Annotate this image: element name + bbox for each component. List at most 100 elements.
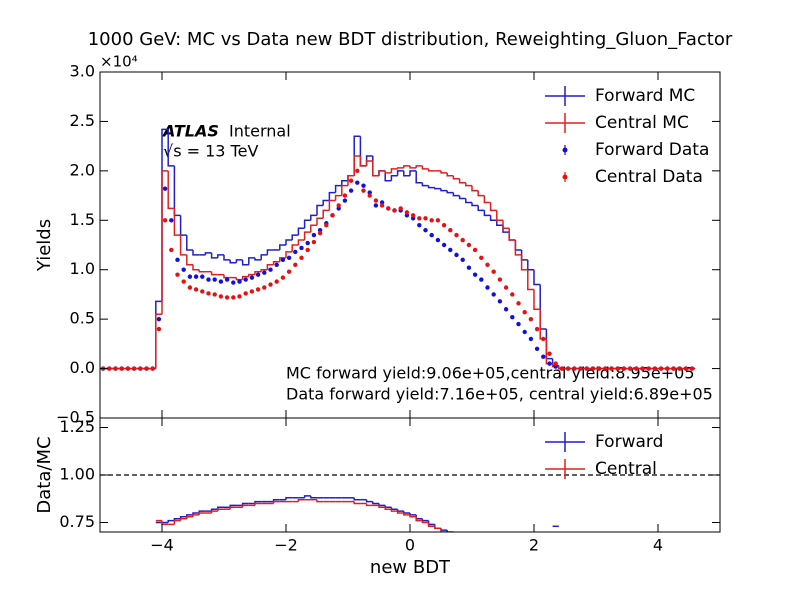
data-point xyxy=(243,291,248,296)
data-point xyxy=(541,336,546,342)
data-point xyxy=(572,366,577,371)
data-point xyxy=(237,279,242,284)
x-tick-label: 2 xyxy=(529,536,539,555)
data-point xyxy=(206,291,211,296)
data-point xyxy=(311,239,317,245)
data-point xyxy=(404,210,410,215)
data-point xyxy=(175,257,180,263)
histogram-step xyxy=(272,261,280,265)
data-point xyxy=(317,230,323,236)
data-point xyxy=(646,366,651,371)
histogram-step xyxy=(508,228,516,241)
data-point xyxy=(441,223,447,228)
data-point xyxy=(231,295,236,300)
data-point xyxy=(491,269,496,274)
histogram-step xyxy=(248,257,255,265)
histogram-step xyxy=(297,227,305,236)
data-point xyxy=(547,351,552,356)
data-point xyxy=(361,183,366,188)
data-point xyxy=(243,277,248,282)
y-tick-label: 1.00 xyxy=(59,465,95,484)
histogram-step xyxy=(229,259,237,264)
histogram-step xyxy=(303,219,311,229)
y-tick-label: 2.5 xyxy=(70,111,95,130)
data-point xyxy=(274,262,279,267)
data-point xyxy=(138,366,143,371)
histogram-step xyxy=(496,220,503,226)
data-point xyxy=(534,346,540,351)
data-point xyxy=(603,366,608,371)
histogram-step xyxy=(465,198,472,204)
histogram-step xyxy=(279,244,286,250)
data-point xyxy=(187,274,193,279)
histogram-step xyxy=(477,190,485,197)
histogram-step xyxy=(248,273,255,277)
histogram-step xyxy=(440,170,448,174)
histogram-step xyxy=(303,495,311,498)
data-point xyxy=(541,354,546,359)
y-tick-label: 0.75 xyxy=(59,512,95,531)
data-point xyxy=(441,242,447,248)
histogram-step xyxy=(210,271,218,276)
data-point xyxy=(615,366,620,371)
data-point xyxy=(553,361,558,366)
histogram-step xyxy=(297,239,305,245)
histogram-step xyxy=(434,526,441,529)
histogram-step xyxy=(347,175,355,186)
histogram-step xyxy=(372,160,379,177)
data-point xyxy=(429,218,434,223)
data-point xyxy=(528,336,534,342)
histogram-step xyxy=(217,508,224,512)
y-offset-label: ×10⁴ xyxy=(100,53,138,71)
legend-label: Central MC xyxy=(595,113,689,133)
annotation: Data forward yield:7.16e+05, central yie… xyxy=(286,385,713,404)
data-point xyxy=(497,299,503,304)
data-point xyxy=(299,255,304,261)
histogram-step xyxy=(322,199,330,206)
data-point xyxy=(193,287,199,292)
data-point xyxy=(466,242,472,248)
data-point xyxy=(305,247,310,253)
data-point xyxy=(286,255,292,261)
data-point xyxy=(621,366,627,371)
data-point xyxy=(640,366,645,371)
histogram-step xyxy=(272,500,280,504)
data-point xyxy=(683,366,689,371)
data-point xyxy=(355,180,360,185)
data-point xyxy=(212,292,217,297)
histogram-step xyxy=(266,264,274,270)
histogram-step xyxy=(223,254,231,261)
histogram-step xyxy=(452,192,460,197)
data-point xyxy=(255,287,261,292)
data-point xyxy=(280,275,286,280)
histogram-step xyxy=(179,235,187,256)
histogram-step xyxy=(409,165,417,169)
histogram-step xyxy=(310,214,317,221)
histogram-step xyxy=(235,259,243,263)
data-point xyxy=(237,294,242,299)
histogram-step xyxy=(396,511,404,514)
y-tick-label: 1.5 xyxy=(70,210,95,229)
data-point xyxy=(578,366,583,371)
data-point xyxy=(342,198,348,203)
histogram-step xyxy=(390,175,398,181)
data-point xyxy=(280,257,286,263)
data-point xyxy=(472,272,478,277)
data-point xyxy=(200,289,205,294)
histogram-step xyxy=(446,530,454,532)
data-point xyxy=(503,307,509,312)
data-point xyxy=(485,285,490,290)
data-point xyxy=(131,366,137,371)
histogram-step xyxy=(254,270,262,275)
data-point xyxy=(162,218,168,223)
histogram-step xyxy=(198,269,206,273)
data-point xyxy=(107,366,112,371)
histogram-step xyxy=(427,168,435,172)
histogram-step xyxy=(328,191,336,201)
data-point xyxy=(200,274,205,279)
histogram-step xyxy=(241,275,249,280)
legend-label: Forward Data xyxy=(595,140,709,160)
histogram-step xyxy=(279,257,286,262)
legend-marker xyxy=(562,174,568,180)
atlas-status: Internal xyxy=(229,122,291,141)
